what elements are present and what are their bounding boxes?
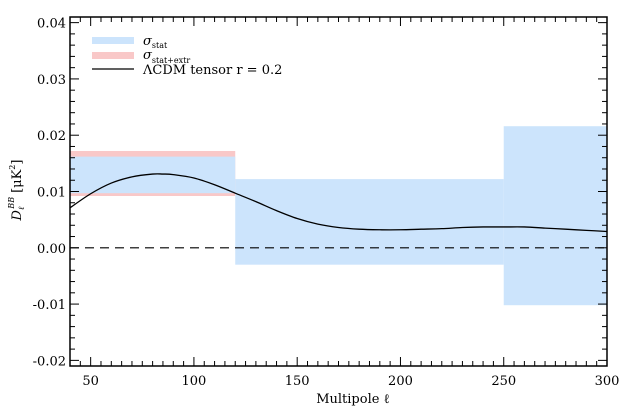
legend-label-stat: σstat xyxy=(143,34,168,50)
axis-ticks xyxy=(69,17,608,366)
y-tick-label: 0.00 xyxy=(37,242,66,257)
legend-label-stat-extr: σstat+extr xyxy=(143,48,190,65)
error-bands xyxy=(70,126,607,306)
x-axis-title: Multipole ℓ xyxy=(316,392,390,407)
legend-swatch-stat-extr xyxy=(92,52,134,59)
stat-band-1 xyxy=(235,179,504,265)
x-tick-label: 50 xyxy=(82,374,99,389)
x-tick-label: 100 xyxy=(182,374,207,389)
stat-band-2 xyxy=(503,126,607,306)
x-tick-label: 200 xyxy=(388,374,413,389)
model-curve xyxy=(69,173,608,233)
x-tick-label: 300 xyxy=(595,374,620,389)
stat-band-0 xyxy=(70,156,236,194)
x-tick-label: 150 xyxy=(285,374,310,389)
legend-label-curve: ΛCDM tensor r = 0.2 xyxy=(142,63,282,78)
y-tick-label: 0.03 xyxy=(37,73,66,88)
y-tick-label: -0.02 xyxy=(33,354,66,369)
plot-frame xyxy=(69,16,608,367)
tick-labels: 50 100 150 200 250 300 -0.02 -0.01 0.00 0.01 0.02 0… xyxy=(33,17,620,389)
y-tick-label: -0.01 xyxy=(33,298,66,313)
legend-swatch-stat xyxy=(92,37,134,44)
y-tick-label: 0.02 xyxy=(37,129,66,144)
y-tick-label: 0.01 xyxy=(37,186,66,201)
x-tick-label: 250 xyxy=(491,374,516,389)
y-tick-label: 0.04 xyxy=(37,17,66,32)
y-axis-title: DℓBB[μK2] xyxy=(7,160,26,222)
legend: σstat σstat+extr ΛCDM tensor r = 0.2 xyxy=(92,34,282,78)
